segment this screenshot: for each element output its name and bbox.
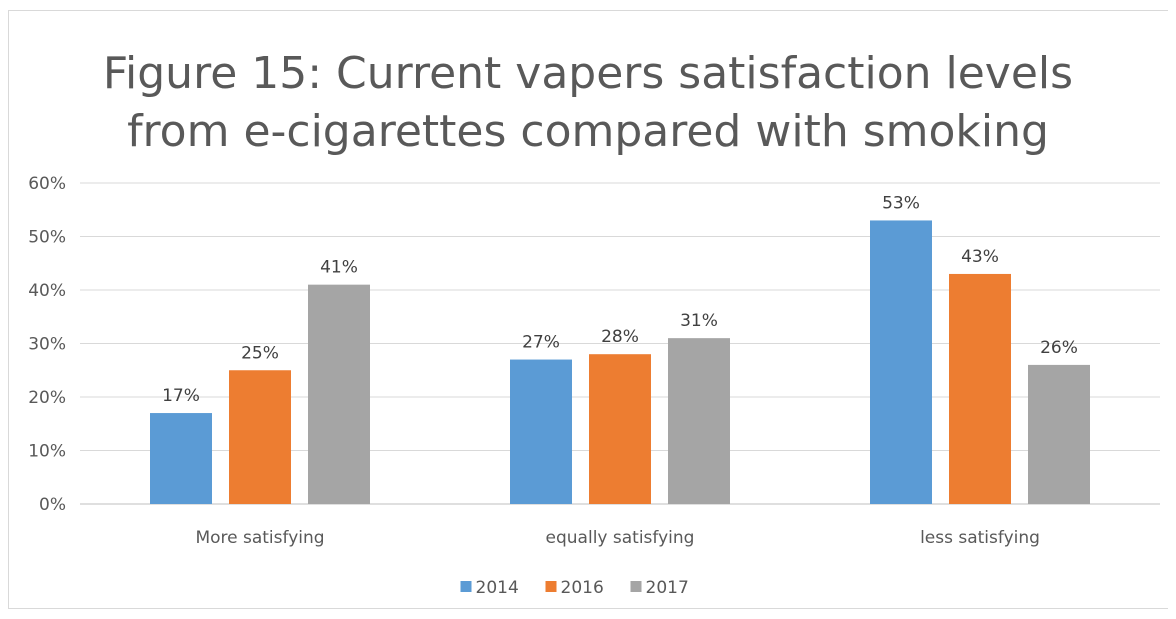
category-label: less satisfying — [920, 528, 1040, 548]
data-label: 41% — [320, 258, 358, 278]
legend-swatch-2017 — [630, 581, 642, 592]
chart-title-line-1: Figure 15: Current vapers satisfaction l… — [102, 48, 1074, 99]
data-label: 25% — [241, 343, 279, 363]
y-tick-label: 60% — [28, 174, 66, 194]
data-label: 26% — [1040, 338, 1078, 358]
legend-swatch-2016 — [545, 581, 557, 592]
bar-2014 — [510, 359, 572, 504]
legend-label: 2017 — [646, 578, 689, 598]
y-tick-label: 40% — [28, 281, 66, 301]
bar-2016 — [589, 354, 651, 504]
y-tick-label: 20% — [28, 388, 66, 408]
category-label: More satisfying — [195, 528, 324, 548]
legend-swatch-2014 — [460, 581, 472, 592]
data-label: 43% — [961, 247, 999, 267]
data-label: 17% — [162, 386, 200, 406]
legend-label: 2014 — [476, 578, 519, 598]
y-tick-label: 0% — [39, 495, 66, 515]
bar-2014 — [870, 220, 932, 504]
bar-2016 — [229, 370, 291, 504]
y-tick-label: 50% — [28, 228, 66, 248]
category-label: equally satisfying — [546, 528, 695, 548]
y-tick-label: 10% — [28, 442, 66, 462]
bar-2017 — [668, 338, 730, 504]
data-label: 28% — [601, 327, 639, 347]
data-label: 27% — [522, 333, 560, 353]
chart-title-line-2: from e-cigarettes compared with smoking — [127, 106, 1049, 157]
bar-2017 — [308, 284, 370, 504]
bar-2016 — [949, 273, 1011, 504]
legend-label: 2016 — [561, 578, 604, 598]
y-tick-label: 30% — [28, 335, 66, 355]
data-label: 31% — [680, 311, 718, 331]
bar-2017 — [1028, 364, 1090, 504]
bar-2014 — [150, 413, 212, 504]
data-label: 53% — [882, 193, 920, 213]
